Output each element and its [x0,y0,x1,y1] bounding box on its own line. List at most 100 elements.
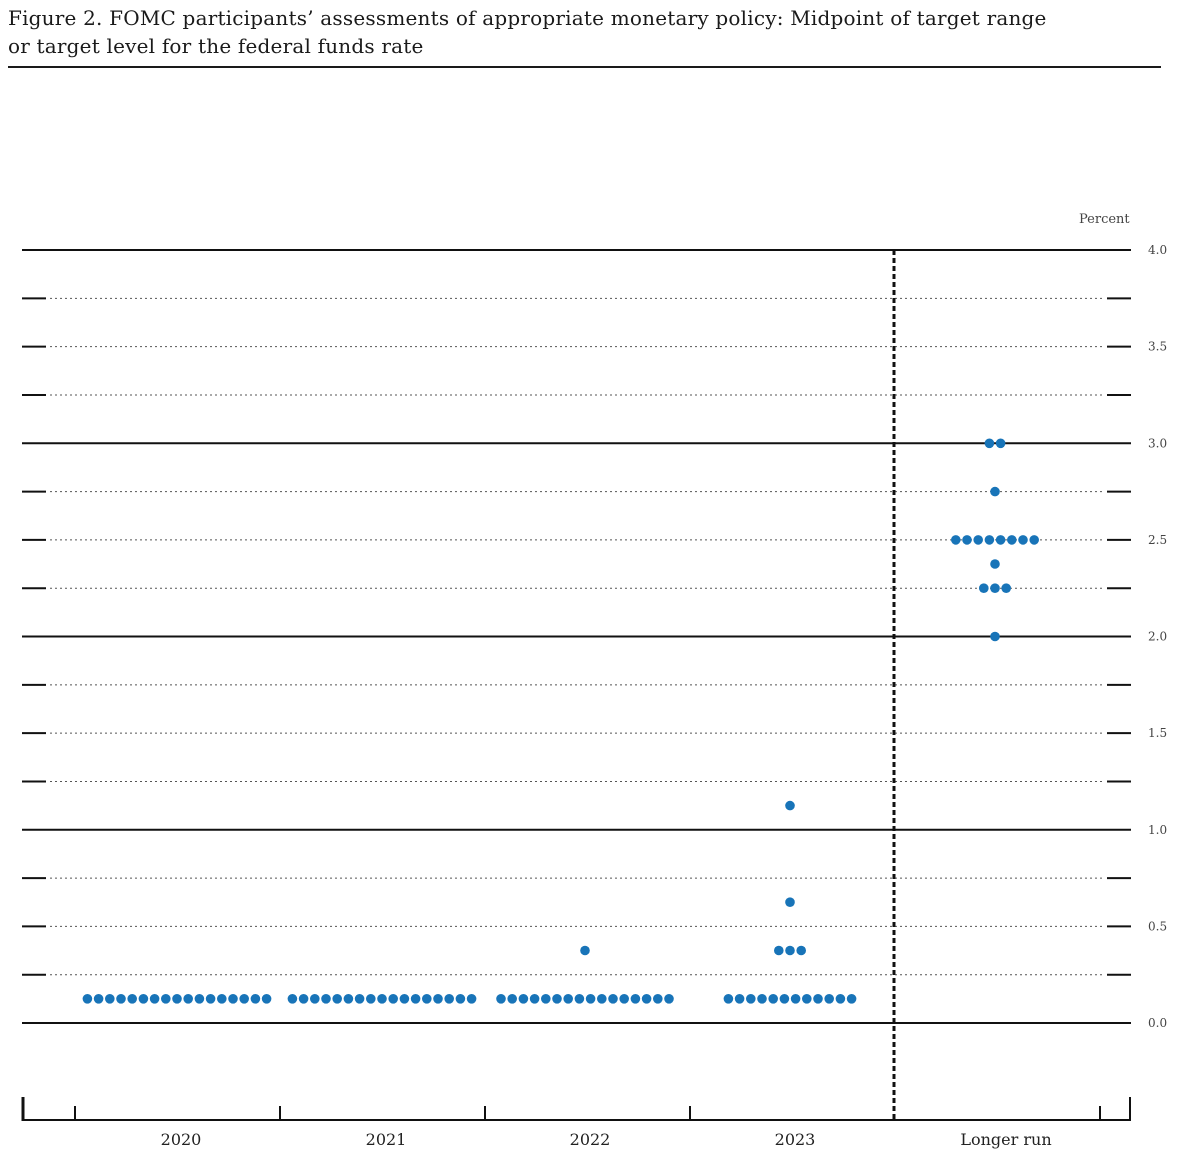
participant-dot [824,994,834,1004]
dot-layer [82,438,1039,1004]
participant-dot [388,994,399,1004]
participant-dot [105,994,115,1004]
y-tick-label: 1.0 [1148,823,1167,837]
participant-dot [990,486,1000,497]
participant-dot [585,994,596,1004]
participant-dot [785,945,795,956]
participant-dot [172,994,182,1004]
participant-dot [990,631,1000,642]
participant-dot [377,994,387,1004]
participant-dot [984,438,995,449]
participant-dot [990,559,1000,569]
participant-dot [161,994,171,1004]
participant-dot [261,994,272,1004]
participant-dot [779,994,790,1004]
participant-dot [608,994,618,1004]
participant-dot [1001,583,1011,593]
participant-dot [410,994,421,1004]
participant-dot [973,535,983,545]
participant-dot [82,994,93,1004]
participant-dot [127,994,137,1004]
participant-dot [239,994,249,1004]
participant-dot [813,994,823,1004]
y-tick-label: 1.5 [1148,726,1167,740]
participant-dot [183,994,193,1004]
y-tick-label: 3.0 [1148,436,1167,450]
participant-dot [785,897,795,907]
x-category-label: 2022 [570,1130,611,1149]
participant-dot [310,994,320,1004]
participant-dot [723,994,734,1004]
figure-title-line-1: Figure 2. FOMC participants’ assessments… [8,6,1047,30]
participant-dot [984,535,995,545]
participant-dot [664,994,674,1004]
participant-dot [768,994,778,1004]
figure-title: Figure 2. FOMC participants’ assessments… [8,4,1163,60]
participant-dot [116,994,126,1004]
participant-dot [802,994,812,1004]
participant-dot [298,994,309,1004]
participant-dot [796,945,806,956]
participant-dot [332,994,343,1004]
x-category-label: 2020 [161,1130,202,1149]
participant-dot [790,994,801,1004]
participant-dot [354,994,365,1004]
title-rule [8,66,1161,68]
participant-dot [496,994,506,1004]
participant-dot [287,994,298,1004]
participant-dot [580,945,590,956]
y-tick-label: 4.0 [1148,243,1167,257]
y-unit-label: Percent [1079,212,1130,227]
participant-dot [846,994,857,1004]
participant-dot [366,994,376,1004]
label-layer: 0.0 0.5 1.0 1.5 2.0 2.5 3.0 3.5 4.0 Percent 2020 20… [161,212,1167,1149]
participant-dot [1029,535,1039,545]
participant-dot [641,994,652,1004]
x-category-label: Longer run [960,1130,1051,1149]
axis-layer [21,250,1131,1121]
participant-dot [1018,535,1028,545]
participant-dot [217,994,227,1004]
participant-dot [194,994,205,1004]
participant-dot [399,994,410,1004]
participant-dot [149,994,160,1004]
participant-dot [597,994,607,1004]
participant-dot [951,535,961,545]
participant-dot [757,994,767,1004]
participant-dot [422,994,432,1004]
participant-dot [228,994,238,1004]
participant-dot [774,945,784,956]
participant-dot [835,994,846,1004]
participant-dot [518,994,529,1004]
participant-dot [979,583,989,593]
participant-dot [455,994,466,1004]
participant-dot [205,994,216,1004]
participant-dot [433,994,443,1004]
participant-dot [552,994,562,1004]
y-tick-label: 3.5 [1148,340,1167,354]
participant-dot [1007,535,1017,545]
participant-dot [250,994,261,1004]
participant-dot [619,994,629,1004]
participant-dot [995,438,1006,449]
participant-dot [541,994,551,1004]
grid-layer [22,249,1131,1024]
participant-dot [93,994,104,1004]
participant-dot [990,583,1000,593]
participant-dot [563,994,573,1004]
figure-title-line-2: or target level for the federal funds ra… [8,34,424,58]
participant-dot [746,994,756,1004]
participant-dot [321,994,331,1004]
y-tick-label: 0.0 [1148,1016,1167,1030]
participant-dot [444,994,455,1004]
participant-dot [962,535,972,545]
participant-dot [574,994,585,1004]
participant-dot [785,800,795,811]
participant-dot [653,994,663,1004]
x-category-label: 2021 [366,1130,407,1149]
participant-dot [529,994,540,1004]
participant-dot [507,994,517,1004]
y-tick-label: 2.5 [1148,533,1167,547]
participant-dot [343,994,354,1004]
